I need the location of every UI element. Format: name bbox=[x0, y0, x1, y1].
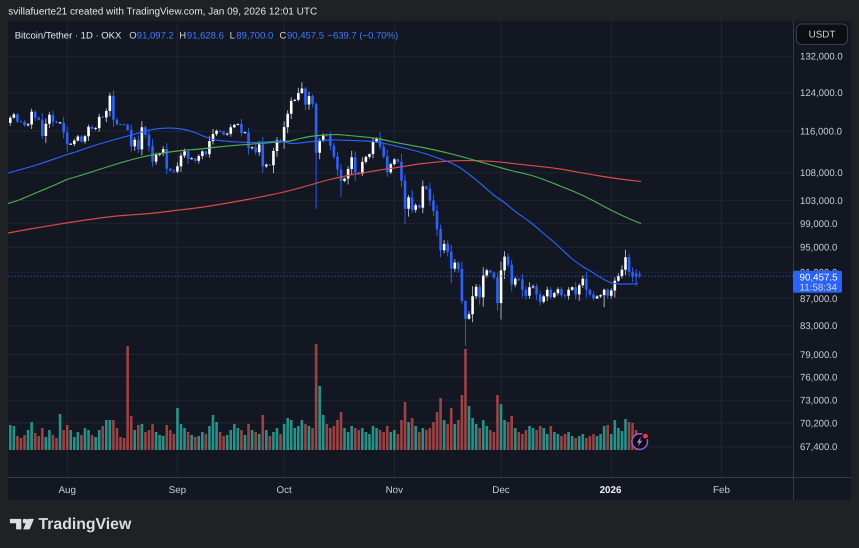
svg-text:91,628.6: 91,628.6 bbox=[187, 31, 224, 42]
svg-text:−639.7 (−0.70%): −639.7 (−0.70%) bbox=[327, 31, 398, 42]
svg-text:90,457.5: 90,457.5 bbox=[287, 31, 324, 42]
svg-text:O: O bbox=[129, 31, 136, 42]
svg-text:Bitcoin/Tether · 1D · OKX: Bitcoin/Tether · 1D · OKX bbox=[15, 31, 122, 42]
svg-text:USDT: USDT bbox=[809, 30, 836, 41]
svg-text:79,000.0: 79,000.0 bbox=[800, 350, 837, 361]
svg-text:C: C bbox=[280, 31, 287, 42]
svg-text:116,000.0: 116,000.0 bbox=[800, 127, 842, 138]
svg-text:87,000.0: 87,000.0 bbox=[800, 294, 837, 305]
svg-text:124,000.0: 124,000.0 bbox=[800, 88, 843, 99]
svg-text:108,000.0: 108,000.0 bbox=[800, 168, 843, 179]
svg-text:H: H bbox=[179, 31, 186, 42]
svg-text:Dec: Dec bbox=[492, 485, 510, 496]
svg-text:95,000.0: 95,000.0 bbox=[800, 243, 837, 254]
svg-text:132,000.0: 132,000.0 bbox=[800, 52, 843, 63]
svg-text:Feb: Feb bbox=[713, 485, 730, 496]
svg-text:Aug: Aug bbox=[58, 485, 75, 496]
svg-text:83,000.0: 83,000.0 bbox=[800, 321, 837, 332]
svg-text:99,000.0: 99,000.0 bbox=[800, 219, 837, 230]
svg-text:89,700.0: 89,700.0 bbox=[236, 31, 273, 42]
svg-text:svillafuerte21 created with Tr: svillafuerte21 created with TradingView.… bbox=[8, 6, 317, 17]
svg-text:76,000.0: 76,000.0 bbox=[800, 372, 837, 383]
svg-text:67,400.0: 67,400.0 bbox=[800, 442, 837, 453]
svg-text:Oct: Oct bbox=[276, 485, 292, 496]
svg-text:11:58:34: 11:58:34 bbox=[800, 283, 838, 294]
svg-text:TradingView: TradingView bbox=[39, 516, 132, 533]
svg-text:91,097.2: 91,097.2 bbox=[137, 31, 174, 42]
svg-text:90,457.5: 90,457.5 bbox=[800, 272, 839, 283]
svg-text:103,000.0: 103,000.0 bbox=[800, 196, 843, 207]
svg-text:Sep: Sep bbox=[169, 485, 187, 496]
svg-text:Nov: Nov bbox=[386, 485, 404, 496]
svg-text:73,000.0: 73,000.0 bbox=[800, 396, 837, 407]
svg-text:L: L bbox=[230, 31, 235, 42]
svg-text:70,200.0: 70,200.0 bbox=[800, 418, 837, 429]
svg-text:2026: 2026 bbox=[600, 485, 622, 496]
